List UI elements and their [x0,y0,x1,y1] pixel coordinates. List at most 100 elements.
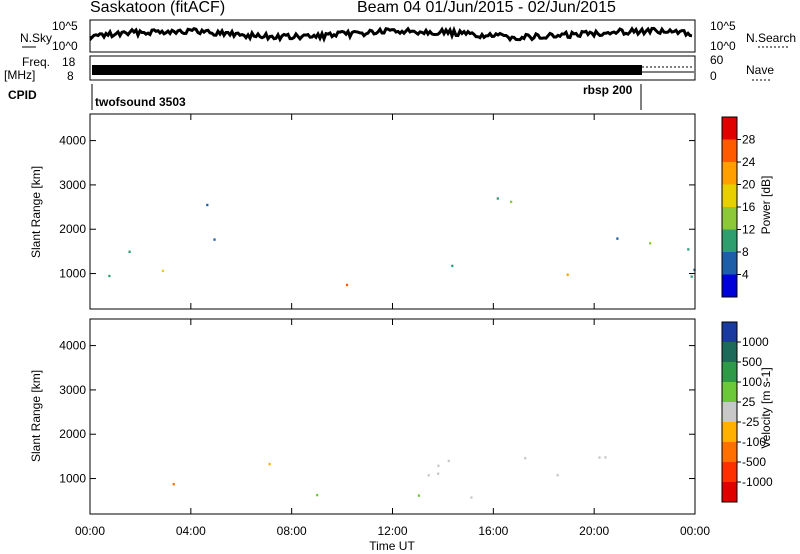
power-cell [108,274,111,278]
velocity-cell [598,456,601,459]
power-cell [128,250,131,253]
velocity-cell [417,494,420,497]
velocity-cell [437,464,440,467]
power-cell [687,248,690,251]
colorbar-tick-label: 16 [742,200,756,214]
ytick-label: 2000 [59,222,86,236]
freq-strip: Freq. [MHz] 18 8 60 0 Nave [4,53,774,83]
time-axis: 00:00 04:00 08:00 12:00 16:00 20:00 00:00 [75,524,710,538]
colorbar-swatch [722,362,737,383]
power-cell [510,200,513,204]
colorbar-tick-label: 28 [742,133,756,147]
colorbar-tick-label: 500 [742,355,762,369]
ytick-label: 1000 [59,472,86,486]
velocity-cell [268,462,271,466]
power-colorbar: 28 24 20 16 12 8 4 [721,116,756,298]
freq-frame [89,55,696,81]
colorbar-swatch [722,442,737,463]
power-cell [451,264,454,268]
colorbar-swatch [722,322,737,343]
colorbar-swatch [722,207,737,230]
power-cell [690,275,693,278]
power-cell [213,238,216,241]
ytick-label: 3000 [59,178,86,192]
xtick-label: 12:00 [377,524,407,538]
cpid-label: CPID [8,88,37,102]
ytick-label: 1000 [59,267,86,281]
power-cell [616,237,619,240]
colorbar-swatch [722,462,737,483]
velocity-cell [556,474,559,477]
freq-bar [92,65,642,75]
colorbar-swatch [722,252,737,275]
time-axis-label: Time UT [369,539,415,553]
ytick-label: 3000 [59,383,86,397]
xtick-label: 20:00 [579,524,609,538]
ytick-label: 4000 [59,134,86,148]
xtick-label: 00:00 [680,524,710,538]
velocity-axes: 1000 2000 3000 4000 [59,319,696,514]
ytick-label: 4000 [59,339,86,353]
nsearch-label: N.Search [746,31,796,45]
nave-tick-bottom: 0 [710,69,717,83]
velocity-cell [437,472,440,475]
freq-tick-top: 18 [62,55,76,69]
velocity-panel: 1000 2000 3000 4000 Slant Range [km] 1000 50… [29,318,773,515]
cpid-strip: CPID twofsound 3503 rbsp 200 [8,83,642,110]
velocity-cell [427,474,430,477]
colorbar-tick-label: 8 [742,245,749,259]
xtick-label: 04:00 [176,524,206,538]
colorbar-swatch [722,422,737,443]
xtick-label: 08:00 [277,524,307,538]
velocity-cell [172,483,175,486]
freq-label-2: [MHz] [4,68,35,82]
nsky-tick-top: 10^5 [52,19,78,33]
colorbar-swatch [722,274,737,298]
colorbar-swatch [722,117,737,140]
colorbar-tick-label: 20 [742,178,756,192]
velocity-scatter [172,456,607,499]
power-cell [161,269,164,273]
colorbar-tick-label: 4 [742,268,749,282]
colorbar-tick-label: 1000 [742,335,769,349]
beam-date-title: Beam 04 01/Jun/2015 - 02/Jun/2015 [357,0,616,16]
velocity-cell [316,493,319,497]
power-scatter [108,197,696,287]
power-axes: 1000 2000 3000 4000 [59,114,696,309]
power-frame [89,113,696,310]
xtick-label: 00:00 [75,524,105,538]
colorbar-tick-label: 24 [742,155,756,169]
velocity-frame [89,318,696,515]
nsky-strip: N.Sky 10^5 10^0 10^5 10^0 N.Search [20,19,796,53]
velocity-colorbar-label: Velocity [m s-1] [759,367,773,448]
nsky-trace [90,25,693,43]
colorbar-swatch [722,139,737,163]
colorbar-swatch [722,402,737,423]
ytick-label: 2000 [59,427,86,441]
cpid-mode-2: rbsp 200 [583,83,633,97]
freq-label-1: Freq. [22,55,50,69]
freq-tick-bottom: 8 [67,69,74,83]
power-cell [649,242,652,245]
colorbar-tick-label: -100 [742,435,766,449]
velocity-cell [447,459,450,463]
nsky-frame [89,19,696,53]
nave-tick-top: 60 [710,53,724,67]
power-cell [206,203,209,207]
nave-label: Nave [746,63,774,77]
colorbar-swatch [722,162,737,185]
station-title: Saskatoon (fitACF) [90,0,225,16]
colorbar-tick-label: 100 [742,375,762,389]
power-panel: 1000 2000 3000 4000 Slant Range [km] 28 24 20… [29,113,773,310]
power-colorbar-label: Power [dB] [759,176,773,235]
colorbar-swatch [722,184,737,208]
power-cell [566,273,569,276]
cpid-mode-1: twofsound 3503 [95,95,186,109]
nsky-label: N.Sky [20,31,52,45]
velocity-ylabel: Slant Range [km] [29,370,43,462]
power-cell [496,197,499,200]
velocity-cell [524,457,527,460]
velocity-cell [604,456,607,459]
colorbar-frame [721,321,738,503]
